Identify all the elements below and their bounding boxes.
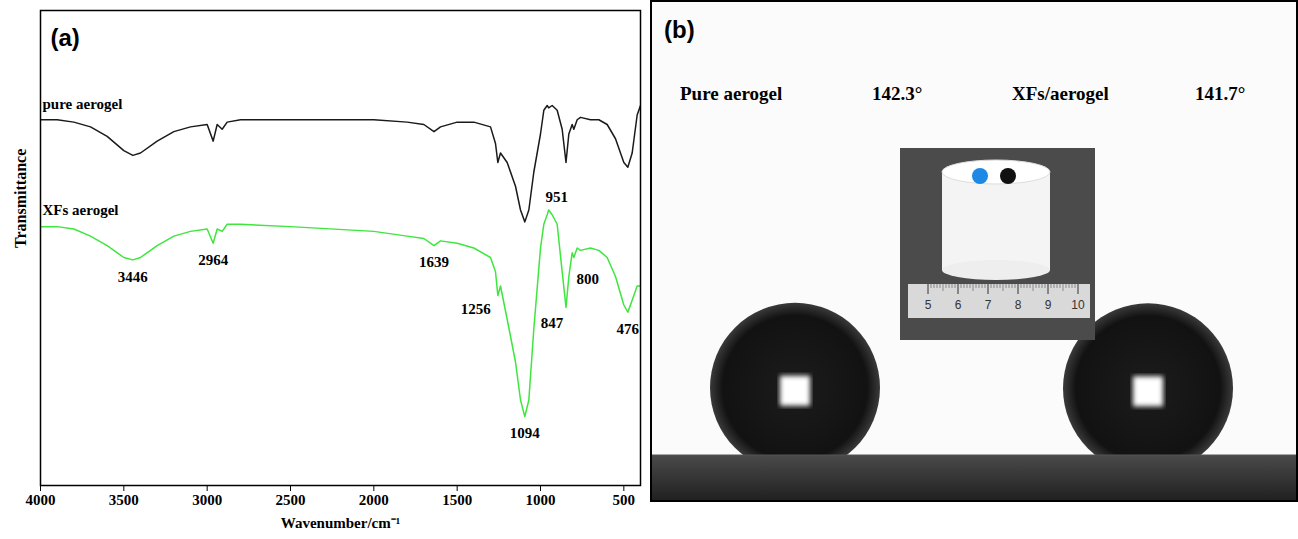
svg-text:3446: 3446 bbox=[118, 269, 149, 285]
svg-text:(b): (b) bbox=[664, 16, 695, 43]
svg-text:2500: 2500 bbox=[276, 492, 306, 508]
svg-text:Wavenumber/cm⁻¹: Wavenumber/cm⁻¹ bbox=[281, 515, 401, 531]
svg-text:5: 5 bbox=[925, 298, 932, 312]
svg-text:3000: 3000 bbox=[192, 492, 222, 508]
svg-text:(a): (a) bbox=[51, 24, 80, 51]
svg-text:9: 9 bbox=[1045, 298, 1052, 312]
svg-text:951: 951 bbox=[545, 189, 568, 205]
svg-text:Transmittance: Transmittance bbox=[12, 149, 29, 248]
svg-text:1500: 1500 bbox=[442, 492, 472, 508]
svg-text:1256: 1256 bbox=[461, 301, 492, 317]
svg-text:7: 7 bbox=[985, 298, 992, 312]
svg-text:1639: 1639 bbox=[419, 254, 449, 270]
svg-text:141.7°: 141.7° bbox=[1195, 83, 1245, 104]
svg-text:847: 847 bbox=[541, 315, 564, 331]
svg-text:8: 8 bbox=[1015, 298, 1022, 312]
svg-text:6: 6 bbox=[955, 298, 962, 312]
svg-text:1094: 1094 bbox=[510, 425, 541, 441]
svg-text:10: 10 bbox=[1071, 298, 1085, 312]
svg-text:2964: 2964 bbox=[198, 252, 229, 268]
svg-text:476: 476 bbox=[617, 321, 640, 337]
svg-text:XFs/aerogel: XFs/aerogel bbox=[1012, 83, 1109, 104]
svg-text:1000: 1000 bbox=[526, 492, 556, 508]
svg-text:2000: 2000 bbox=[359, 492, 389, 508]
svg-text:XFs aerogel: XFs aerogel bbox=[43, 202, 119, 218]
svg-text:Pure aerogel: Pure aerogel bbox=[680, 83, 782, 104]
svg-text:800: 800 bbox=[577, 271, 600, 287]
svg-text:pure aerogel: pure aerogel bbox=[43, 96, 123, 112]
svg-text:3500: 3500 bbox=[109, 492, 139, 508]
svg-text:4000: 4000 bbox=[26, 492, 56, 508]
svg-text:142.3°: 142.3° bbox=[872, 83, 922, 104]
svg-text:500: 500 bbox=[613, 492, 636, 508]
